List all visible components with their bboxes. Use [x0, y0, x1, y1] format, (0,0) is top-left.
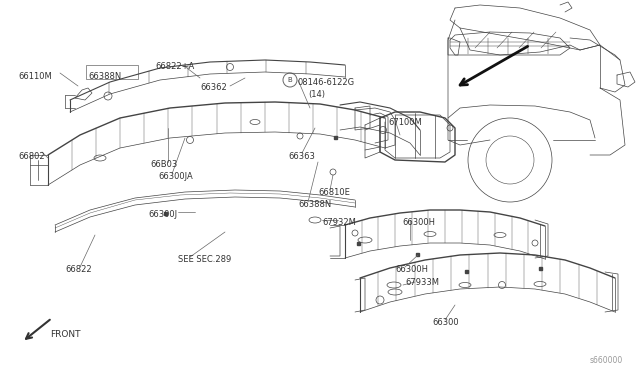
Text: 66822+A: 66822+A: [155, 62, 195, 71]
Text: 67933M: 67933M: [405, 278, 439, 287]
Text: 66810E: 66810E: [318, 188, 350, 197]
Text: 08146-6122G: 08146-6122G: [298, 78, 355, 87]
Text: 66822: 66822: [65, 265, 92, 274]
Bar: [415, 253, 419, 256]
Bar: [86, 65, 138, 79]
Text: 66300H: 66300H: [395, 265, 428, 274]
Text: 66300: 66300: [432, 318, 459, 327]
Bar: [163, 212, 166, 215]
Text: s660000: s660000: [589, 356, 623, 365]
Text: 66300H: 66300H: [402, 218, 435, 227]
Text: FRONT: FRONT: [50, 330, 81, 339]
Text: 66388N: 66388N: [298, 200, 332, 209]
Text: 67932M: 67932M: [322, 218, 356, 227]
Text: (14): (14): [308, 90, 325, 99]
Text: B: B: [287, 77, 292, 83]
Text: 66388N: 66388N: [88, 72, 121, 81]
Text: 66802: 66802: [18, 152, 45, 161]
Bar: [333, 135, 337, 138]
Bar: [465, 269, 467, 273]
Text: 66362: 66362: [200, 83, 227, 92]
Bar: [356, 241, 360, 244]
Text: 66300J: 66300J: [148, 210, 177, 219]
Bar: [538, 266, 541, 269]
Text: 66300JA: 66300JA: [158, 172, 193, 181]
Text: 67100M: 67100M: [388, 118, 422, 127]
Text: 66363: 66363: [288, 152, 315, 161]
Text: 66B03: 66B03: [150, 160, 177, 169]
Text: 66110M: 66110M: [18, 72, 52, 81]
Text: SEE SEC.289: SEE SEC.289: [178, 255, 231, 264]
